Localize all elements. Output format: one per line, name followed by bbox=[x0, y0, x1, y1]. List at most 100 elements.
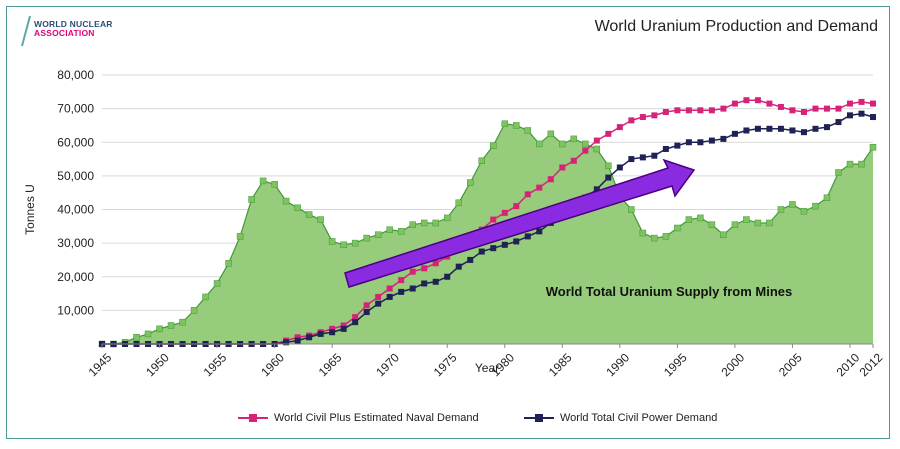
civil-point-1974 bbox=[432, 278, 439, 285]
x-axis-label: Year bbox=[475, 361, 499, 375]
supply-point-1956 bbox=[225, 260, 232, 267]
civil-point-1963 bbox=[306, 334, 313, 341]
supply-point-1998 bbox=[708, 221, 716, 228]
supply-point-1957 bbox=[236, 233, 244, 240]
supply-point-1977 bbox=[466, 179, 474, 186]
supply-point-2012 bbox=[869, 144, 877, 151]
civil-point-1981 bbox=[513, 238, 520, 245]
supply-point-1992 bbox=[639, 229, 647, 237]
naval-point-1987 bbox=[582, 147, 589, 154]
civil-point-2003 bbox=[766, 125, 773, 132]
naval-point-1971 bbox=[398, 277, 405, 284]
naval-point-2003 bbox=[766, 100, 773, 107]
y-tick-label-50000: 50,000 bbox=[57, 169, 94, 183]
naval-point-2008 bbox=[823, 105, 830, 112]
supply-point-2010 bbox=[846, 160, 854, 168]
naval-point-1992 bbox=[639, 114, 646, 121]
civil-point-1998 bbox=[708, 137, 715, 144]
supply-point-2008 bbox=[823, 194, 831, 201]
supply-point-1984 bbox=[547, 130, 555, 138]
civil-point-1972 bbox=[409, 285, 416, 292]
supply-point-2007 bbox=[812, 202, 819, 210]
naval-point-1979 bbox=[490, 216, 497, 223]
supply-point-1999 bbox=[720, 231, 727, 238]
supply-point-1973 bbox=[420, 219, 428, 227]
naval-point-1981 bbox=[513, 203, 520, 210]
naval-point-1973 bbox=[421, 265, 428, 272]
supply-point-1961 bbox=[282, 197, 290, 205]
supply-point-1969 bbox=[374, 231, 382, 238]
supply-point-2003 bbox=[766, 219, 773, 227]
civil-point-1971 bbox=[398, 288, 405, 295]
supply-point-1949 bbox=[144, 330, 152, 338]
naval-point-2006 bbox=[800, 108, 807, 115]
supply-point-1997 bbox=[697, 214, 704, 222]
naval-point-1995 bbox=[674, 107, 681, 114]
civil-point-1989 bbox=[605, 174, 612, 181]
legend-label-naval: World Civil Plus Estimated Naval Demand bbox=[274, 412, 479, 424]
y-tick-label-30000: 30,000 bbox=[57, 236, 94, 250]
supply-point-1983 bbox=[536, 140, 543, 148]
supply-point-1982 bbox=[524, 127, 532, 134]
supply-point-2009 bbox=[835, 169, 842, 176]
naval-point-2012 bbox=[870, 100, 876, 107]
y-axis-label: Tonnes U bbox=[23, 184, 37, 235]
supply-point-1979 bbox=[490, 142, 497, 149]
civil-point-1966 bbox=[340, 325, 347, 332]
supply-point-1951 bbox=[167, 322, 175, 329]
naval-point-1965 bbox=[329, 325, 336, 332]
civil-point-1961 bbox=[283, 339, 290, 346]
civil-point-2008 bbox=[823, 124, 830, 131]
logo-text: WORLD NUCLEAR ASSOCIATION bbox=[34, 20, 113, 37]
naval-point-1993 bbox=[651, 112, 658, 119]
supply-point-1959 bbox=[259, 177, 267, 185]
supply-point-2002 bbox=[754, 219, 762, 227]
supply-point-1987 bbox=[582, 140, 589, 148]
supply-point-1960 bbox=[271, 181, 278, 188]
naval-point-2001 bbox=[743, 97, 750, 104]
x-tick-label-1990: 1990 bbox=[603, 350, 632, 379]
civil-point-2000 bbox=[731, 130, 738, 137]
supply-point-2005 bbox=[789, 201, 796, 208]
legend-label-civil: World Total Civil Power Demand bbox=[560, 412, 718, 424]
legend-item-civil: World Total Civil Power Demand bbox=[524, 412, 717, 424]
supply-point-1950 bbox=[156, 325, 163, 333]
civil-point-1996 bbox=[685, 139, 692, 146]
supply-point-1995 bbox=[674, 224, 681, 232]
y-tick-label-20000: 20,000 bbox=[57, 270, 94, 284]
supply-point-2011 bbox=[858, 160, 865, 168]
naval-point-1999 bbox=[720, 105, 727, 112]
logo-line-2: ASSOCIATION bbox=[34, 27, 95, 38]
naval-point-1994 bbox=[662, 108, 669, 115]
civil-point-1973 bbox=[421, 280, 428, 287]
naval-point-1989 bbox=[605, 130, 612, 137]
supply-point-1985 bbox=[559, 140, 566, 148]
naval-point-1969 bbox=[375, 293, 382, 300]
civil-point-1962 bbox=[294, 337, 301, 344]
civil-point-1994 bbox=[662, 145, 669, 152]
naval-point-1972 bbox=[409, 268, 416, 275]
supply-point-1967 bbox=[351, 239, 359, 247]
naval-point-2004 bbox=[777, 103, 784, 110]
civil-point-1990 bbox=[616, 164, 623, 171]
naval-point-1974 bbox=[432, 260, 439, 267]
naval-point-1990 bbox=[616, 124, 623, 131]
naval-point-2007 bbox=[812, 105, 819, 112]
naval-point-1996 bbox=[685, 107, 692, 114]
civil-point-1993 bbox=[651, 152, 658, 159]
y-tick-label-40000: 40,000 bbox=[57, 203, 94, 217]
naval-point-2000 bbox=[731, 100, 738, 107]
supply-point-1994 bbox=[662, 233, 670, 240]
naval-point-2011 bbox=[858, 98, 865, 105]
supply-point-1986 bbox=[570, 135, 578, 143]
naval-point-1988 bbox=[593, 137, 600, 144]
logo-line-1: WORLD NUCLEAR bbox=[34, 19, 113, 29]
supply-point-1962 bbox=[294, 204, 301, 212]
supply-point-2000 bbox=[731, 221, 739, 228]
civil-point-1980 bbox=[501, 241, 508, 248]
legend-swatch-naval bbox=[238, 414, 268, 422]
supply-point-1972 bbox=[409, 221, 416, 228]
supply-point-1978 bbox=[478, 157, 485, 164]
naval-point-2005 bbox=[789, 107, 796, 114]
supply-point-2004 bbox=[777, 206, 785, 213]
